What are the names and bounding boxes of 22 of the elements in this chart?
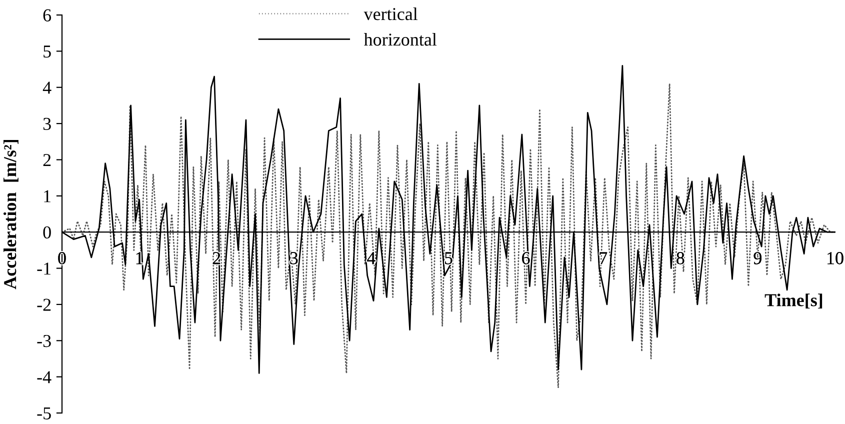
y-tick-label: 2 bbox=[43, 154, 51, 166]
legend-label: vertical bbox=[364, 7, 418, 20]
y-tick-label: -4 bbox=[37, 371, 52, 384]
y-tick-label: -5 bbox=[37, 407, 51, 420]
x-tick-label: 10 bbox=[828, 252, 844, 264]
y-tick-label: -2 bbox=[37, 298, 51, 311]
x-tick-label: 3 bbox=[290, 252, 298, 264]
y-tick-label: -3 bbox=[37, 334, 51, 348]
y-tick-label: -1 bbox=[37, 262, 50, 275]
y-tick-label: 5 bbox=[44, 46, 51, 58]
y-tick-label: 1 bbox=[44, 190, 50, 202]
x-tick-label: 9 bbox=[754, 252, 762, 264]
x-axis-title: Time[s] bbox=[764, 294, 822, 309]
legend-label: horizontal bbox=[364, 32, 437, 46]
y-axis-title: Acceleration [m/s²] bbox=[4, 140, 18, 290]
y-tick-label: 6 bbox=[43, 9, 52, 22]
x-tick-label: 8 bbox=[676, 252, 684, 264]
y-tick-label: 3 bbox=[43, 118, 51, 130]
y-tick-label: 0 bbox=[43, 226, 51, 239]
x-tick-label: 7 bbox=[600, 252, 608, 264]
y-tick-label: 4 bbox=[42, 82, 52, 94]
x-tick-label: 4 bbox=[367, 252, 376, 264]
